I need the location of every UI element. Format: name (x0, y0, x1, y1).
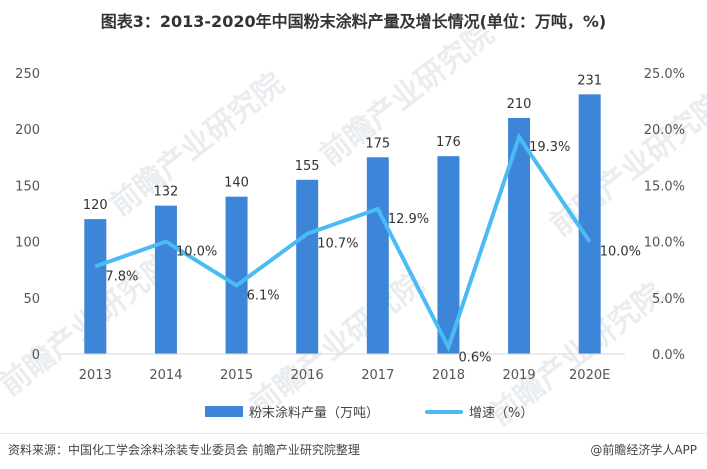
bar (296, 179, 319, 354)
chart-plot: 0 50 100 150 200 250 0.0% 5.0% 10.0% 15.0% 20.0% 2… (15, 67, 685, 383)
right-axis-tick-label: 25.0% (644, 67, 685, 82)
growth-line (94, 132, 592, 353)
right-axis-tick-label: 15.0% (644, 179, 685, 194)
x-axis-tick-label: 2019 (503, 368, 536, 383)
x-axis-tick-label: 2018 (432, 368, 465, 383)
bar (154, 205, 177, 354)
bar-value-label: 175 (365, 136, 390, 151)
right-axis-ticks: 0.0% 5.0% 10.0% 15.0% 20.0% 25.0% (644, 67, 685, 363)
right-axis-tick-label: 5.0% (652, 292, 685, 307)
bar-value-label: 155 (295, 159, 320, 174)
bar (578, 94, 601, 354)
x-axis-tick-label: 2017 (361, 368, 394, 383)
footer: 资料来源：中国化工学会涂料涂装专业委员会 前瞻产业研究院整理 @前瞻经济学人AP… (0, 441, 707, 461)
line-value-label: 10.0% (176, 245, 217, 260)
bar-value-label: 210 (507, 97, 532, 112)
legend: 粉末涂料产量（万吨） 增速（%） (0, 402, 707, 422)
left-axis-tick-label: 100 (15, 236, 40, 251)
bar (84, 219, 107, 354)
bar (366, 157, 389, 354)
line-value-label: 10.7% (317, 237, 358, 252)
legend-bar-label: 粉末涂料产量（万吨） (249, 406, 380, 421)
x-axis-tick-label: 2014 (149, 368, 182, 383)
left-axis-tick-label: 0 (32, 348, 40, 363)
left-axis-tick-label: 150 (15, 179, 40, 194)
right-axis-tick-label: 0.0% (652, 348, 685, 363)
left-axis-tick-label: 50 (23, 292, 40, 307)
line-value-label: 7.8% (105, 269, 138, 284)
legend-item-bar: 粉末涂料产量（万吨） (205, 402, 379, 421)
bar-value-label: 140 (224, 176, 249, 191)
x-axis-tick-label: 2015 (220, 368, 253, 383)
legend-bar-swatch (205, 406, 243, 417)
brand-mark: @前瞻经济学人APP (590, 443, 697, 457)
legend-line-label: 增速（%） (469, 406, 534, 421)
bar-data-labels: 120 132 140 155 175 176 210 231 (83, 73, 602, 213)
bar-value-label: 120 (83, 198, 108, 213)
bar (508, 117, 531, 355)
x-axis-tick-label: 2013 (79, 368, 112, 383)
bar (225, 196, 248, 354)
line-data-labels: 7.8% 10.0% 6.1% 10.7% 12.9% 0.6% 19.3% 10.0% (105, 140, 641, 365)
bar-series (84, 94, 601, 355)
chart-title: 图表3：2013-2020年中国粉末涂料产量及增长情况(单位：万吨，%) (100, 12, 607, 31)
left-axis-tick-label: 200 (15, 123, 40, 138)
bar (437, 156, 460, 354)
right-axis-tick-label: 10.0% (644, 236, 685, 251)
line-value-label: 6.1% (247, 288, 280, 303)
line-value-label: 19.3% (529, 140, 570, 155)
bar-value-label: 176 (436, 135, 461, 150)
line-value-label: 10.0% (600, 245, 641, 260)
source-note: 资料来源：中国化工学会涂料涂装专业委员会 前瞻产业研究院整理 (8, 443, 360, 457)
bar-value-label: 231 (577, 73, 602, 88)
left-axis-ticks: 0 50 100 150 200 250 (15, 67, 40, 363)
footer-divider (0, 433, 707, 434)
legend-line-swatch (425, 409, 463, 414)
x-axis-ticks: 2013 2014 2015 2016 2017 2018 2019 2020E (79, 368, 611, 383)
x-axis-tick-label: 2016 (291, 368, 324, 383)
left-axis-tick-label: 250 (15, 67, 40, 82)
legend-item-line: 增速（%） (425, 402, 533, 421)
right-axis-tick-label: 20.0% (644, 123, 685, 138)
bar-value-label: 132 (154, 185, 179, 200)
line-value-label: 12.9% (388, 212, 429, 227)
x-axis-tick-label: 2020E (569, 368, 610, 383)
line-value-label: 0.6% (458, 350, 491, 365)
